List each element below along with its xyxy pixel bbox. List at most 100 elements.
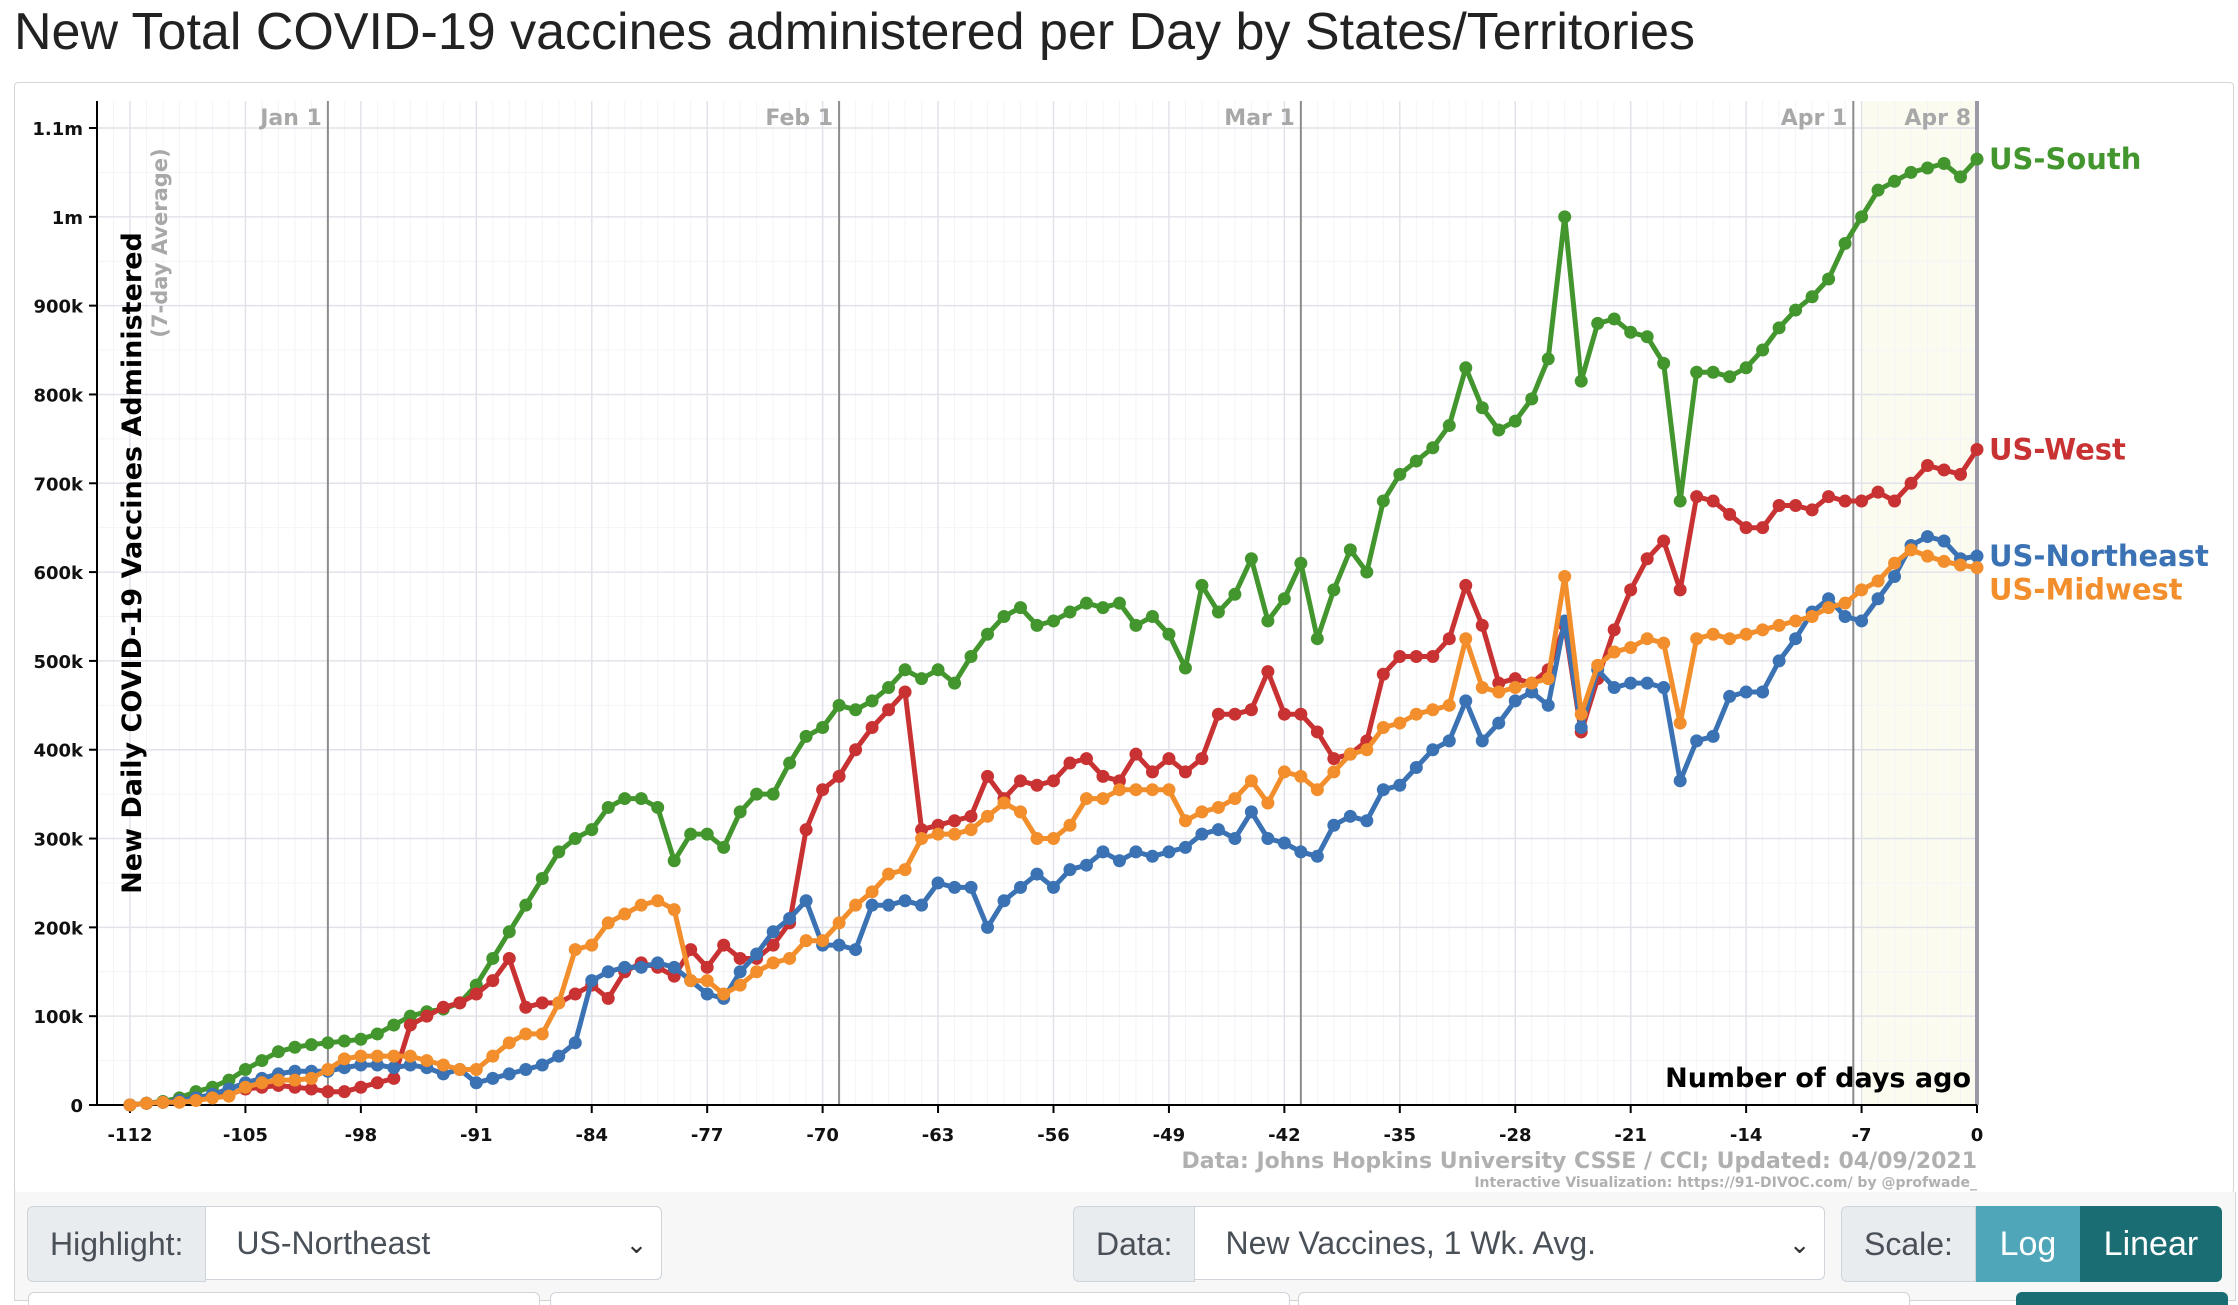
data-point <box>354 1080 368 1094</box>
data-point <box>1327 583 1341 597</box>
secondary-button[interactable] <box>2016 1292 2228 1305</box>
date-marker-label: Apr 1 <box>1781 106 1848 131</box>
data-point <box>1508 672 1522 686</box>
x-tick-label: -84 <box>575 1125 608 1146</box>
data-point <box>1657 681 1671 695</box>
data-point <box>684 827 698 841</box>
data-point <box>1492 676 1506 690</box>
data-point <box>1855 210 1869 224</box>
highlight-select[interactable]: US-Northeast ⌄ <box>206 1206 663 1280</box>
data-point <box>1063 756 1077 770</box>
data-point <box>222 1089 236 1103</box>
data-point <box>898 894 912 908</box>
data-point <box>1789 632 1803 646</box>
highlight-label: Highlight: <box>27 1206 207 1282</box>
data-point <box>931 876 945 890</box>
data-point <box>1591 316 1605 330</box>
data-point <box>997 610 1011 623</box>
data-point <box>799 823 813 837</box>
data-point <box>1657 534 1671 548</box>
data-point <box>1393 649 1407 663</box>
data-point <box>1195 578 1209 592</box>
data-point <box>1739 521 1753 535</box>
data-point <box>1145 610 1159 623</box>
secondary-control[interactable] <box>28 1292 540 1305</box>
data-point <box>321 1085 335 1099</box>
data-point <box>816 934 830 948</box>
data-point <box>849 943 863 957</box>
data-point <box>1178 814 1192 828</box>
data-point <box>1772 618 1786 632</box>
data-point <box>535 1058 549 1072</box>
scale-linear-button[interactable]: Linear <box>2079 1206 2222 1282</box>
data-point <box>288 1040 302 1054</box>
data-point <box>1459 361 1473 375</box>
secondary-control[interactable] <box>1298 1292 1910 1305</box>
highlight-value: US-Northeast <box>236 1224 431 1261</box>
data-point <box>1921 161 1935 175</box>
data-point <box>1640 632 1654 646</box>
scale-log-button[interactable]: Log <box>1975 1206 2080 1282</box>
data-point <box>1657 636 1671 650</box>
page-title: New Total COVID-19 vaccines administered… <box>14 3 1696 61</box>
x-tick-label: -42 <box>1268 1125 1301 1146</box>
secondary-control[interactable] <box>550 1292 1290 1305</box>
data-point <box>1014 880 1028 894</box>
data-point <box>1310 725 1324 739</box>
data-point <box>832 698 846 712</box>
data-point <box>1541 698 1555 712</box>
data-point <box>1310 783 1324 797</box>
data-point <box>1343 543 1357 557</box>
data-point <box>172 1095 186 1109</box>
data-point <box>1459 632 1473 646</box>
data-point <box>502 951 516 965</box>
data-point <box>403 1018 417 1032</box>
data-point <box>865 885 879 899</box>
data-control: Data: New Vaccines, 1 Wk. Avg. ⌄ <box>1073 1206 1826 1282</box>
x-tick-label: -70 <box>806 1125 839 1146</box>
data-point <box>849 898 863 912</box>
data-point <box>1871 592 1885 606</box>
data-point <box>601 800 615 814</box>
data-point <box>1046 614 1060 628</box>
data-point <box>981 809 995 823</box>
data-point <box>123 1098 137 1112</box>
data-point <box>1508 681 1522 695</box>
data-point <box>684 943 698 957</box>
data-select[interactable]: New Vaccines, 1 Wk. Avg. ⌄ <box>1195 1206 1826 1280</box>
data-point <box>304 1082 318 1096</box>
data-point <box>1954 558 1968 572</box>
x-tick-label: -56 <box>1037 1125 1070 1146</box>
data-point <box>453 996 467 1010</box>
data-point <box>288 1064 302 1078</box>
data-point <box>288 1073 302 1087</box>
x-tick-label: -14 <box>1730 1125 1763 1146</box>
data-point <box>1360 565 1374 579</box>
data-source-note: Data: Johns Hopkins University CSSE / CC… <box>1182 1149 1977 1174</box>
data-point <box>1195 752 1209 766</box>
data-point <box>1096 601 1110 615</box>
data-point <box>1558 570 1572 584</box>
data-point <box>1624 676 1638 690</box>
data-point <box>420 1009 434 1023</box>
data-point <box>337 1034 351 1048</box>
data-point <box>469 987 483 1001</box>
date-marker-label: Apr 8 <box>1904 106 1971 131</box>
data-point <box>981 920 995 934</box>
chart: Jan 1 Feb 1 Mar 1 Apr 1 Apr 8 -112 -105 -98 -91… <box>32 101 2209 1191</box>
x-axis-title: Number of days ago <box>1665 1063 1971 1094</box>
data-point <box>816 783 830 797</box>
data-point <box>387 1071 401 1085</box>
y-tick-label: 700k <box>33 474 84 495</box>
data-point <box>1937 534 1951 548</box>
data-point <box>453 1062 467 1076</box>
data-point <box>1228 832 1242 846</box>
data-point <box>1475 618 1489 632</box>
data-point <box>1739 685 1753 699</box>
data-point <box>1607 623 1621 637</box>
data-point <box>1310 849 1324 863</box>
data-point <box>865 694 879 708</box>
y-tick-label: 1.1m <box>32 119 83 140</box>
data-point <box>783 756 797 770</box>
data-point <box>1228 587 1242 601</box>
